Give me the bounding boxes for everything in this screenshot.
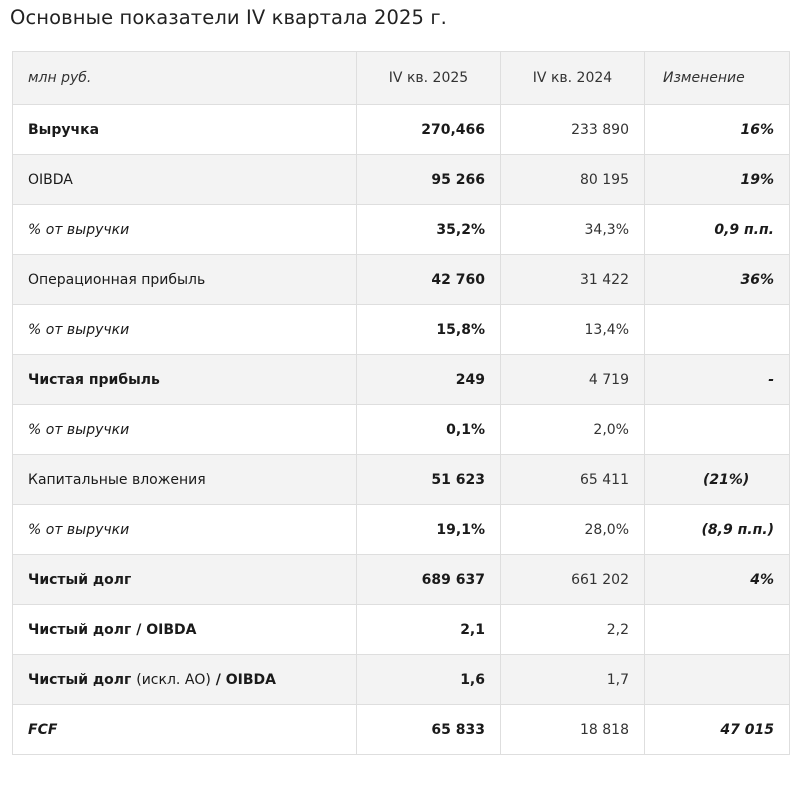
table-row: Чистый долг (искл. АО) / OIBDA 1,6 1,7 [12,654,790,705]
value-change: (8,9 п.п.) [644,504,790,555]
value-change: 4% [644,554,790,605]
value-change: 0,9 п.п. [644,204,790,255]
header-q4-2024: IV кв. 2024 [500,51,645,105]
value-2024: 65 411 [500,454,645,505]
row-label-main: Чистый долг [28,671,137,688]
table-header-row: млн руб. IV кв. 2025 IV кв. 2024 Изменен… [12,51,790,105]
value-2024: 2,2 [500,604,645,655]
row-label: Выручка [12,104,357,155]
header-units: млн руб. [12,51,357,105]
table-row: FCF 65 833 18 818 47 015 [12,704,790,755]
value-change [644,404,790,455]
row-label: % от выручки [12,504,357,555]
value-2025: 1,6 [356,654,501,705]
table-row: % от выручки 19,1% 28,0% (8,9 п.п.) [12,504,790,555]
value-2024: 233 890 [500,104,645,155]
row-label-suffix: / OIBDA [210,671,276,688]
table-row: Выручка 270,466 233 890 16% [12,104,790,155]
value-2024: 1,7 [500,654,645,705]
value-2025: 0,1% [356,404,501,455]
table-row: Капитальные вложения 51 623 65 411 (21%) [12,454,790,505]
value-2025: 65 833 [356,704,501,755]
row-label: % от выручки [12,404,357,455]
value-change: 36% [644,254,790,305]
row-label: Чистый долг / OIBDA [12,604,357,655]
value-2025: 51 623 [356,454,501,505]
table-row: Операционная прибыль 42 760 31 422 36% [12,254,790,305]
row-label: Чистый долг [12,554,357,605]
value-change [644,654,790,705]
row-label: Операционная прибыль [12,254,357,305]
value-2024: 2,0% [500,404,645,455]
value-change: - [644,354,790,405]
table-row: % от выручки 35,2% 34,3% 0,9 п.п. [12,204,790,255]
table-row: % от выручки 15,8% 13,4% [12,304,790,355]
value-change: (21%) [644,454,790,505]
value-2024: 31 422 [500,254,645,305]
table-row: Чистый долг / OIBDA 2,1 2,2 [12,604,790,655]
value-2025: 19,1% [356,504,501,555]
value-2024: 28,0% [500,504,645,555]
header-q4-2025: IV кв. 2025 [356,51,501,105]
table-row: % от выручки 0,1% 2,0% [12,404,790,455]
value-change: 47 015 [644,704,790,755]
row-label-note: (искл. АО) [136,671,211,688]
row-label: % от выручки [12,304,357,355]
value-2025: 35,2% [356,204,501,255]
value-2024: 18 818 [500,704,645,755]
value-2024: 34,3% [500,204,645,255]
value-2024: 4 719 [500,354,645,405]
table-row: Чистый долг 689 637 661 202 4% [12,554,790,605]
table-row: OIBDA 95 266 80 195 19% [12,154,790,205]
row-label: Чистая прибыль [12,354,357,405]
header-change: Изменение [644,51,790,105]
value-2025: 95 266 [356,154,501,205]
value-change: 19% [644,154,790,205]
value-change [644,604,790,655]
row-label: OIBDA [12,154,357,205]
value-2025: 270,466 [356,104,501,155]
value-2025: 689 637 [356,554,501,605]
value-2024: 661 202 [500,554,645,605]
value-2025: 15,8% [356,304,501,355]
indicators-table: млн руб. IV кв. 2025 IV кв. 2024 Изменен… [12,51,790,755]
value-2025: 42 760 [356,254,501,305]
row-label: FCF [12,704,357,755]
value-change [644,304,790,355]
page-title: Основные показатели IV квартала 2025 г. [10,6,447,29]
row-label: Капитальные вложения [12,454,357,505]
value-change: 16% [644,104,790,155]
value-2024: 13,4% [500,304,645,355]
table-row: Чистая прибыль 249 4 719 - [12,354,790,405]
row-label: % от выручки [12,204,357,255]
value-2025: 249 [356,354,501,405]
row-label: Чистый долг (искл. АО) / OIBDA [12,654,357,705]
value-2025: 2,1 [356,604,501,655]
value-2024: 80 195 [500,154,645,205]
